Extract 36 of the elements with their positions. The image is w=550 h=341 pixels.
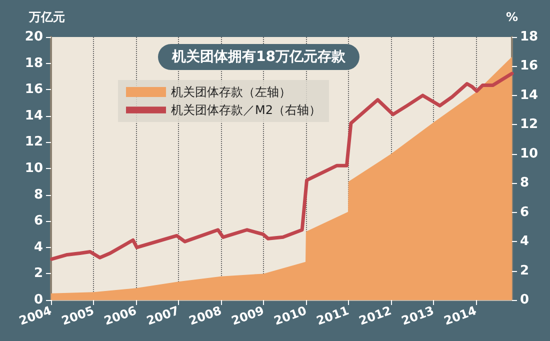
x-tick-label: 2005	[60, 303, 96, 328]
x-tick-label: 2010	[272, 303, 308, 328]
x-tick-label: 2014	[442, 303, 478, 328]
x-tick-label: 2007	[144, 303, 181, 328]
legend-label: 机关团体存款／M2（右轴）	[171, 103, 321, 117]
y-tick-label: 16	[24, 82, 43, 98]
x-tick-label: 2011	[314, 303, 351, 328]
y-tick-label: 18	[24, 56, 43, 71]
y-tick-label: 4	[34, 240, 43, 255]
y2-tick-label: 8	[520, 176, 530, 191]
x-tick-label: 2013	[400, 303, 436, 328]
y2-tick-label: 18	[520, 30, 538, 44]
x-tick-label: 2006	[102, 303, 138, 328]
x-tick-label: 2009	[230, 303, 266, 328]
y-tick-label: 20	[24, 30, 43, 44]
y-tick-label: 6	[34, 214, 43, 229]
text: 机关团体拥有18万亿元存款	[171, 48, 346, 65]
line-series	[50, 72, 514, 261]
y2-tick-label: 16	[520, 58, 538, 74]
y-tick-label: 14	[24, 108, 43, 124]
y-axis-title: 万亿元	[28, 10, 65, 24]
y-tick-label: 10	[24, 161, 43, 176]
y2-tick-label: 14	[520, 88, 538, 103]
y-tick-label: 2	[34, 266, 43, 282]
x-tick-label: 2008	[187, 303, 224, 328]
x-tick-label: 2012	[357, 303, 394, 328]
legend-label: 机关团体存款（左轴）	[171, 85, 291, 99]
y-tick-label: 12	[24, 134, 43, 150]
y2-tick-label: 2	[520, 263, 530, 278]
y2-tick-label: 0	[520, 292, 530, 308]
y2-tick-label: 10	[520, 146, 538, 162]
y-tick-label: 8	[34, 187, 43, 202]
y2-tick-label: 12	[520, 117, 538, 132]
y2-axis-title: %	[506, 10, 518, 24]
y2-tick-label: 6	[520, 204, 530, 220]
y2-tick-label: 4	[520, 234, 530, 250]
